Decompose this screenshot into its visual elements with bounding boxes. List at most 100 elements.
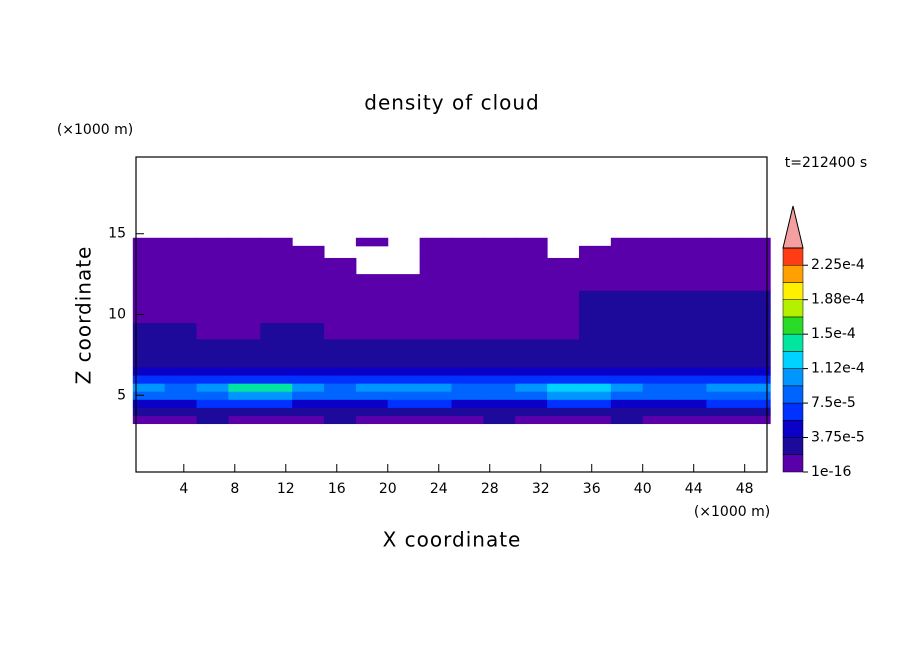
contour-cell xyxy=(260,375,293,384)
contour-cell xyxy=(132,338,166,356)
colorbar-tick-label: 1.5e-4 xyxy=(811,326,856,342)
contour-cell xyxy=(674,290,707,307)
contour-cell xyxy=(674,399,707,408)
contour-cell xyxy=(451,399,484,408)
contour-cell xyxy=(547,257,580,275)
colorbar-tick-label: 3.75e-5 xyxy=(811,430,865,446)
contour-cell xyxy=(419,245,452,259)
contour-cell xyxy=(738,245,771,259)
contour-cell xyxy=(483,306,516,324)
colorbar-tick-label: 1.12e-4 xyxy=(811,361,865,377)
colorbar-band xyxy=(782,351,804,369)
contour-cell xyxy=(387,399,421,408)
contour-cell xyxy=(292,338,325,356)
contour-cell xyxy=(642,383,676,392)
contour-cell xyxy=(642,306,676,324)
contour-cell xyxy=(451,257,484,275)
contour-cell xyxy=(132,322,166,340)
contour-cell xyxy=(228,274,261,291)
contour-cell xyxy=(260,407,293,416)
contour-cell xyxy=(674,375,707,384)
contour-cell xyxy=(164,407,198,416)
contour-cell xyxy=(324,257,357,275)
x-tick-label: 36 xyxy=(583,481,601,497)
contour-cell xyxy=(483,399,516,408)
contour-cell xyxy=(196,306,229,324)
contour-cell xyxy=(578,375,612,384)
contour-cell xyxy=(610,367,644,376)
contour-cell xyxy=(515,338,548,356)
contour-cell xyxy=(196,257,229,275)
contour-cell xyxy=(515,375,548,384)
contour-cell xyxy=(228,245,261,259)
contour-cell xyxy=(355,338,389,356)
contour-cell xyxy=(419,399,452,408)
contour-cell xyxy=(132,257,166,275)
contour-cell xyxy=(547,306,580,324)
x-tick-label: 16 xyxy=(328,481,346,497)
colorbar-band xyxy=(782,299,804,318)
contour-cell xyxy=(196,407,229,416)
contour-cell xyxy=(355,354,389,368)
contour-cell xyxy=(674,274,707,291)
contour-cell xyxy=(642,391,676,400)
contour-cell xyxy=(419,407,452,416)
contour-cell xyxy=(355,367,389,376)
contour-cell xyxy=(132,306,166,324)
contour-cell xyxy=(132,367,166,376)
contour-cell xyxy=(547,375,580,384)
contour-cell xyxy=(738,237,771,247)
x-tick-label: 44 xyxy=(685,481,703,497)
contour-cell xyxy=(483,322,516,340)
contour-cell xyxy=(260,367,293,376)
contour-cell xyxy=(674,354,707,368)
contour-cell xyxy=(260,290,293,307)
contour-cell xyxy=(578,391,612,400)
contour-cell xyxy=(674,306,707,324)
contour-cell xyxy=(260,391,293,400)
contour-cell xyxy=(642,375,676,384)
contour-cell xyxy=(738,338,771,356)
contour-cell xyxy=(292,306,325,324)
contour-cell xyxy=(355,274,389,291)
contour-cell xyxy=(292,391,325,400)
contour-cell xyxy=(355,391,389,400)
contour-cell xyxy=(132,375,166,384)
contour-cell xyxy=(706,257,739,275)
contour-cell xyxy=(387,383,421,392)
contour-cell xyxy=(228,290,261,307)
contour-cell xyxy=(706,367,739,376)
contour-cell xyxy=(324,415,357,425)
contour-cell xyxy=(164,306,198,324)
colorbar-tick-label: 1.88e-4 xyxy=(811,292,865,308)
contour-cell xyxy=(738,290,771,307)
contour-cell xyxy=(196,274,229,291)
contour-cell xyxy=(674,407,707,416)
contour-cell xyxy=(547,383,580,392)
contour-cell xyxy=(515,306,548,324)
x-tick-label: 20 xyxy=(379,481,397,497)
contour-cell xyxy=(292,367,325,376)
contour-cell xyxy=(578,245,612,259)
contour-cell xyxy=(228,383,261,392)
colorbar-tick-label: 7.5e-5 xyxy=(811,395,856,411)
contour-cell xyxy=(260,306,293,324)
contour-cell xyxy=(515,257,548,275)
contour-cell xyxy=(642,322,676,340)
contour-cell xyxy=(610,274,644,291)
contour-cell xyxy=(419,274,452,291)
contour-cell xyxy=(515,237,548,247)
contour-cell xyxy=(642,415,676,425)
colorbar-band xyxy=(782,333,804,352)
contour-cell xyxy=(706,407,739,416)
contour-cell xyxy=(228,322,261,340)
contour-cell xyxy=(164,383,198,392)
contour-cell xyxy=(642,399,676,408)
contour-cell xyxy=(451,290,484,307)
contour-cell xyxy=(164,274,198,291)
contour-cell xyxy=(132,383,166,392)
contour-cell xyxy=(547,399,580,408)
contour-cell xyxy=(642,257,676,275)
contour-cell xyxy=(483,415,516,425)
contour-cell xyxy=(387,290,421,307)
